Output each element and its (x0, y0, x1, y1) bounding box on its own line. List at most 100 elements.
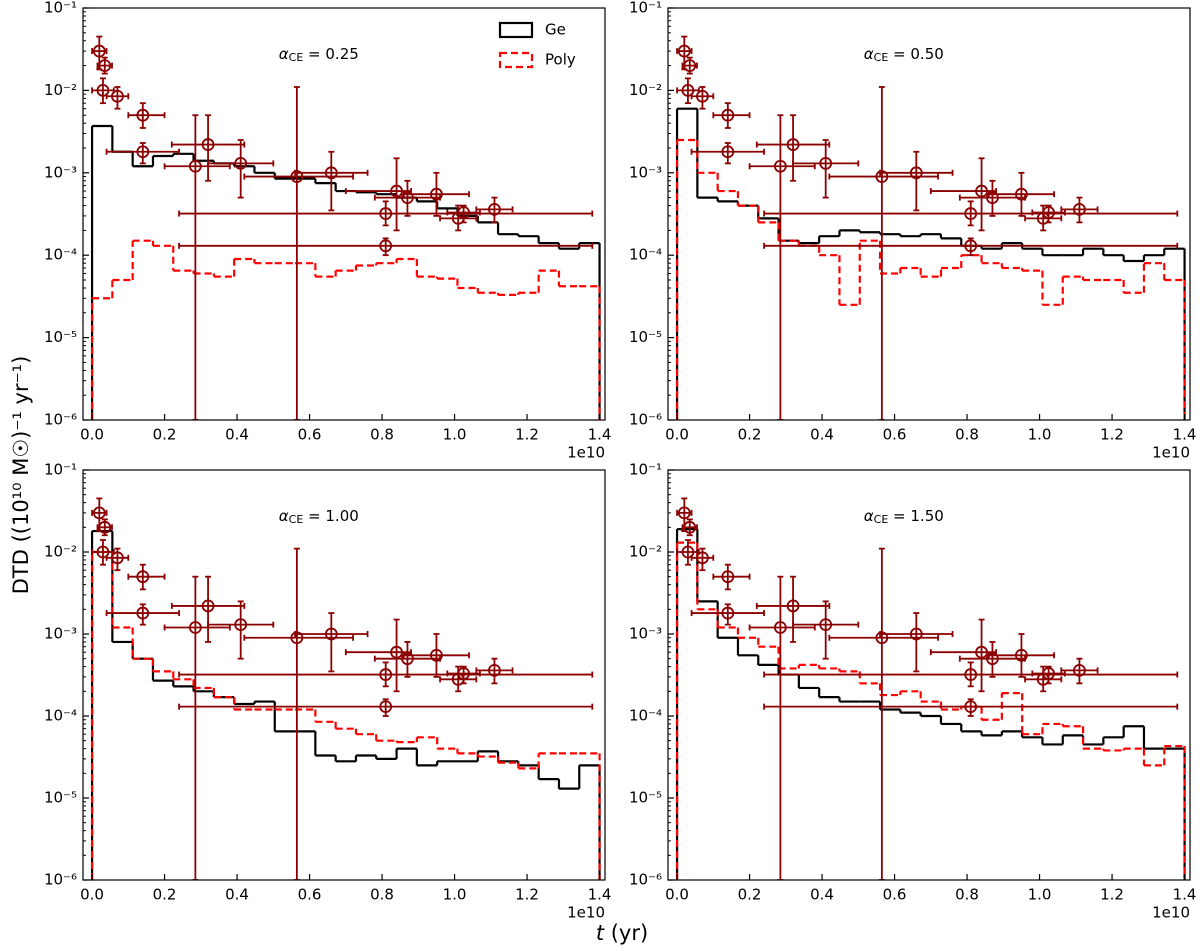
axes-frame (82, 469, 606, 881)
observation-point (488, 202, 501, 216)
observation-point (290, 170, 304, 183)
observation-point (1042, 206, 1056, 219)
y-tick-label: 10⁻³ (629, 625, 662, 643)
observation-point (975, 184, 988, 198)
annotation-value: = 1.00 (303, 507, 359, 525)
panel: 10⁻⁶ 10⁻⁵ 10⁻⁴ 10⁻³ 10⁻² 10⁻¹ 0.0 0.2 0.4 0.6 0.8 1… (629, 461, 1197, 922)
observation-point (1073, 202, 1086, 216)
x-tick-label: 0.6 (298, 426, 322, 444)
x-offset-label: 1e10 (1152, 904, 1190, 922)
x-tick-label: 1.4 (1173, 426, 1197, 444)
x-axis-label: t (yr) (596, 921, 648, 945)
y-tick-label: 10⁻³ (44, 625, 77, 643)
observation-point (819, 157, 833, 170)
x-tick-label: 0.2 (738, 426, 762, 444)
y-tick-label: 10⁻³ (629, 163, 662, 181)
annotation-symbol: α (279, 45, 289, 63)
annotation-subscript: CE (289, 513, 304, 526)
observation-point (111, 89, 124, 103)
observation-point (379, 207, 393, 220)
observation-point (975, 645, 988, 659)
observation-point (721, 108, 735, 122)
annotation: αCE = 0.50 (864, 45, 944, 65)
observation-point (964, 207, 978, 220)
x-tick-label: 1.2 (1100, 886, 1124, 904)
x-tick-label: 0.2 (738, 886, 762, 904)
x-tick-label: 0.0 (665, 886, 689, 904)
observation-point (390, 645, 403, 659)
x-tick-label: 1.2 (515, 886, 539, 904)
observation-point (1015, 187, 1028, 201)
axes-frame (667, 469, 1191, 881)
y-tick-label: 10⁻⁵ (629, 789, 662, 807)
observation-point (909, 166, 923, 180)
y-tick-label: 10⁻⁶ (44, 411, 77, 429)
panel: 10⁻⁶ 10⁻⁵ 10⁻⁴ 10⁻³ 10⁻² 10⁻¹ 0.0 0.2 0.4 0.6 0.8 1… (44, 0, 612, 462)
observation-point (773, 621, 787, 634)
observation-point (136, 570, 150, 584)
observation-point (98, 59, 112, 72)
observation-point (986, 652, 999, 666)
annotation-symbol: α (279, 507, 289, 525)
y-tick-label: 10⁻⁵ (44, 789, 77, 807)
observation-point (773, 159, 787, 173)
annotation: αCE = 1.50 (864, 507, 944, 527)
legend-swatch (498, 21, 534, 39)
observation-point (909, 627, 923, 641)
x-tick-label: 0.0 (665, 426, 689, 444)
annotation-subscript: CE (289, 51, 304, 64)
observation-point (234, 157, 248, 170)
y-tick-label: 10⁻¹ (44, 461, 77, 479)
annotation-value: = 1.50 (888, 507, 944, 525)
panel: 10⁻⁶ 10⁻⁵ 10⁻⁴ 10⁻³ 10⁻² 10⁻¹ 0.0 0.2 0.4 0.6 0.8 1… (44, 461, 612, 922)
observation-point (721, 606, 735, 620)
plot-area (90, 497, 601, 880)
observation-point (430, 187, 443, 201)
observation-point (875, 170, 889, 183)
y-tick-label: 10⁻⁴ (44, 246, 77, 264)
y-tick-label: 10⁻⁶ (629, 411, 662, 429)
observation-point (188, 159, 202, 173)
observation-point (234, 618, 248, 632)
y-tick-label: 10⁻² (629, 81, 662, 99)
x-tick-label: 0.6 (298, 886, 322, 904)
x-tick-label: 0.4 (810, 426, 834, 444)
y-tick-label: 10⁻⁴ (629, 246, 662, 264)
x-tick-label: 1.0 (443, 426, 467, 444)
x-tick-label: 0.8 (370, 426, 394, 444)
observation-point (457, 206, 471, 219)
axes-frame (667, 7, 1191, 421)
x-axis-label-unit: (yr) (604, 921, 648, 945)
observation-point (721, 145, 735, 159)
x-tick-label: 1.0 (443, 886, 467, 904)
observation-point (96, 84, 110, 97)
observation-point (457, 667, 471, 680)
observation-point (92, 44, 106, 58)
observation-point (986, 191, 999, 205)
y-tick-label: 10⁻⁴ (629, 707, 662, 725)
observation-point (390, 184, 403, 198)
observation-point (683, 59, 697, 72)
observation-point (488, 663, 501, 677)
observation-point (201, 138, 215, 151)
observation-point (1042, 667, 1056, 680)
y-axis-label: DTD ((10¹⁰ M☉)⁻¹ yr⁻¹) (9, 356, 33, 595)
x-tick-label: 0.8 (955, 426, 979, 444)
x-tick-label: 1.2 (1100, 426, 1124, 444)
observation-point (379, 700, 393, 714)
x-tick-label: 0.2 (153, 886, 177, 904)
y-tick-label: 10⁻³ (44, 163, 77, 181)
y-tick-label: 10⁻¹ (629, 461, 662, 479)
observation-point (964, 700, 978, 714)
x-tick-label: 1.4 (1173, 886, 1197, 904)
observation-point (401, 191, 414, 205)
x-tick-label: 0.2 (153, 426, 177, 444)
annotation: αCE = 1.00 (279, 507, 359, 527)
observation-point (681, 84, 695, 97)
observation-point (786, 138, 800, 151)
observation-point (201, 599, 215, 613)
x-tick-label: 0.8 (370, 886, 394, 904)
x-tick-label: 0.6 (883, 886, 907, 904)
observation-point (964, 668, 978, 681)
observation-point (696, 551, 709, 565)
